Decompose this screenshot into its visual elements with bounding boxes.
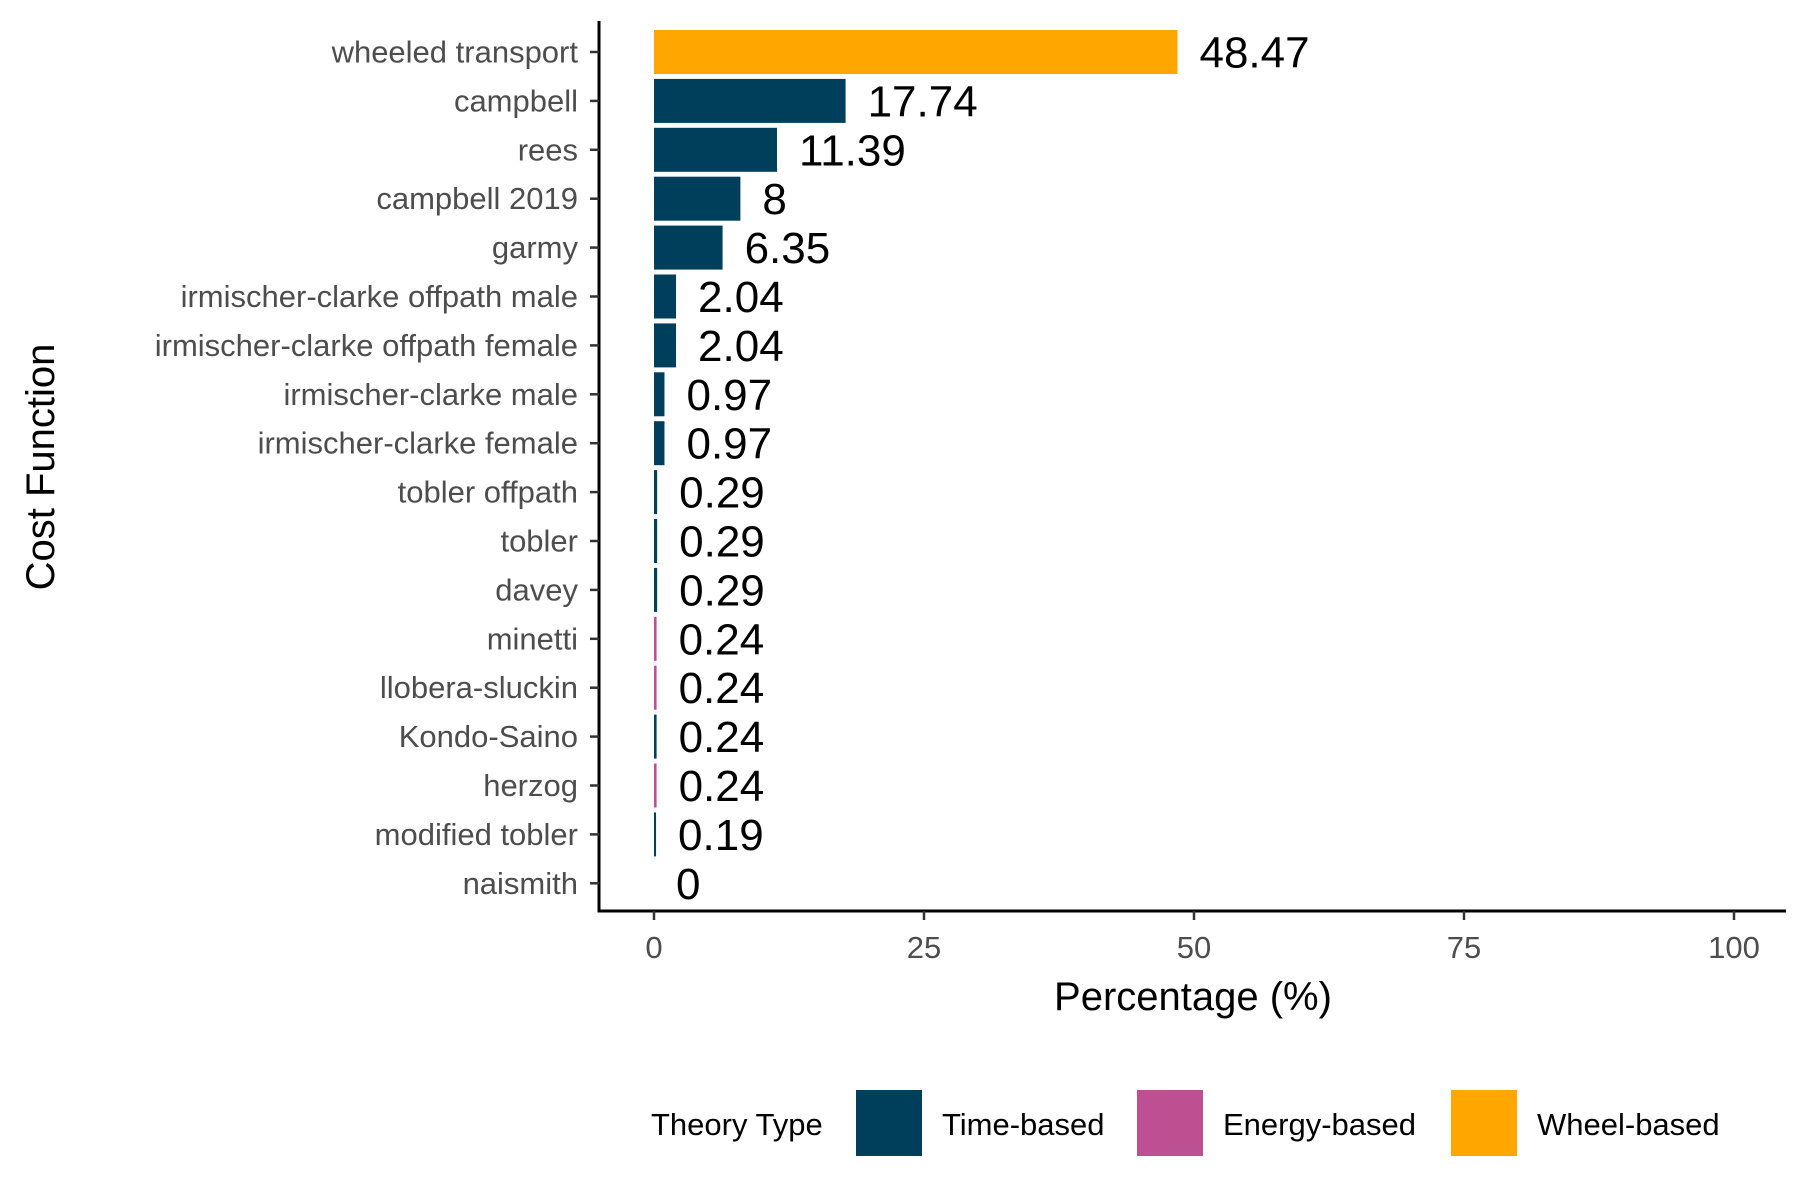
y-tick-label-modified-tobler: modified tobler bbox=[375, 817, 578, 852]
y-tick-label-davey: davey bbox=[495, 572, 578, 607]
y-tick-label-irmischer-clarke-offpath-male: irmischer-clarke offpath male bbox=[181, 279, 578, 314]
y-tick-label-rees: rees bbox=[518, 132, 578, 167]
y-axis-title: Cost Function bbox=[19, 344, 63, 591]
x-tick-label-50: 50 bbox=[1177, 930, 1211, 965]
axes-layer bbox=[590, 21, 1786, 920]
data-label-rees: 11.39 bbox=[799, 126, 906, 175]
bar-campbell bbox=[654, 78, 846, 123]
legend-label-energy-based: Energy-based bbox=[1223, 1107, 1416, 1142]
bar-wheeled-transport bbox=[654, 30, 1178, 74]
bar-kondo-saino bbox=[654, 714, 657, 759]
y-tick-label-tobler-offpath: tobler offpath bbox=[398, 475, 578, 510]
bar-irmischer-clarke-female bbox=[654, 421, 665, 466]
y-tick-label-garmy: garmy bbox=[492, 230, 579, 265]
y-tick-label-llobera-sluckin: llobera-sluckin bbox=[380, 670, 578, 705]
data-label-davey: 0.29 bbox=[679, 566, 765, 615]
data-label-wheeled-transport: 48.47 bbox=[1199, 29, 1309, 78]
legend-title: Theory Type bbox=[651, 1107, 823, 1142]
y-tick-label-tobler: tobler bbox=[500, 524, 578, 559]
data-label-naismith: 0 bbox=[676, 860, 700, 909]
data-label-herzog: 0.24 bbox=[679, 762, 765, 811]
data-label-irmischer-clarke-offpath-male: 2.04 bbox=[698, 273, 784, 322]
bar-tobler bbox=[654, 519, 658, 563]
x-tick-label-25: 25 bbox=[907, 930, 941, 965]
legend: Theory Type Time-based Energy-based Wheel-… bbox=[651, 1090, 1720, 1156]
bar-minetti bbox=[654, 616, 657, 661]
legend-label-wheel-based: Wheel-based bbox=[1537, 1107, 1720, 1142]
data-label-tobler: 0.29 bbox=[679, 518, 765, 567]
legend-swatch-energy-based bbox=[1137, 1090, 1203, 1156]
x-axis-title: Percentage (%) bbox=[1054, 975, 1332, 1019]
y-tick-label-irmischer-clarke-offpath-female: irmischer-clarke offpath female bbox=[155, 328, 578, 363]
data-label-campbell-2019: 8 bbox=[762, 175, 786, 224]
x-tick-labels: 0 25 50 75 100 bbox=[645, 930, 1759, 965]
data-label-campbell: 17.74 bbox=[868, 77, 978, 126]
bar-irmischer-clarke-offpath-male bbox=[654, 274, 677, 319]
bar-herzog bbox=[654, 763, 657, 808]
data-label-irmischer-clarke-male: 0.97 bbox=[686, 371, 772, 420]
bar-garmy bbox=[654, 225, 723, 270]
legend-swatch-wheel-based bbox=[1451, 1090, 1517, 1156]
y-tick-label-campbell-2019: campbell 2019 bbox=[376, 181, 578, 216]
bar-tobler-offpath bbox=[654, 470, 658, 515]
bar-irmischer-clarke-male bbox=[654, 372, 665, 417]
bar-modified-tobler bbox=[654, 812, 657, 857]
data-label-irmischer-clarke-offpath-female: 2.04 bbox=[698, 322, 784, 371]
bars-layer bbox=[654, 30, 1178, 857]
bar-rees bbox=[654, 127, 778, 172]
y-tick-label-kondo-saino: Kondo-Saino bbox=[399, 719, 578, 754]
x-tick-label-100: 100 bbox=[1708, 930, 1760, 965]
data-label-modified-tobler: 0.19 bbox=[678, 811, 764, 860]
y-tick-label-campbell: campbell bbox=[454, 83, 578, 118]
y-tick-label-wheeled-transport: wheeled transport bbox=[331, 35, 579, 70]
y-tick-label-irmischer-clarke-male: irmischer-clarke male bbox=[283, 377, 578, 412]
data-label-garmy: 6.35 bbox=[745, 224, 831, 273]
data-label-minetti: 0.24 bbox=[679, 615, 765, 664]
legend-label-time-based: Time-based bbox=[942, 1107, 1105, 1142]
y-tick-label-herzog: herzog bbox=[483, 768, 578, 803]
y-tick-label-minetti: minetti bbox=[487, 621, 578, 656]
data-label-irmischer-clarke-female: 0.97 bbox=[686, 420, 772, 469]
y-tick-labels: wheeled transport campbell rees campbell 20… bbox=[155, 35, 579, 901]
x-tick-label-0: 0 bbox=[645, 930, 662, 965]
y-tick-label-naismith: naismith bbox=[463, 866, 578, 901]
bar-davey bbox=[654, 567, 658, 612]
bar-irmischer-clarke-offpath-female bbox=[654, 323, 677, 368]
data-labels: 48.4717.7411.3986.352.042.040.970.970.29… bbox=[676, 29, 1310, 909]
legend-swatch-time-based bbox=[856, 1090, 922, 1156]
data-label-llobera-sluckin: 0.24 bbox=[679, 664, 765, 713]
data-label-tobler-offpath: 0.29 bbox=[679, 469, 765, 518]
data-label-kondo-saino: 0.24 bbox=[679, 713, 765, 762]
bar-campbell-2019 bbox=[654, 176, 741, 221]
x-tick-label-75: 75 bbox=[1447, 930, 1481, 965]
bar-llobera-sluckin bbox=[654, 665, 657, 710]
y-tick-label-irmischer-clarke-female: irmischer-clarke female bbox=[258, 426, 578, 461]
